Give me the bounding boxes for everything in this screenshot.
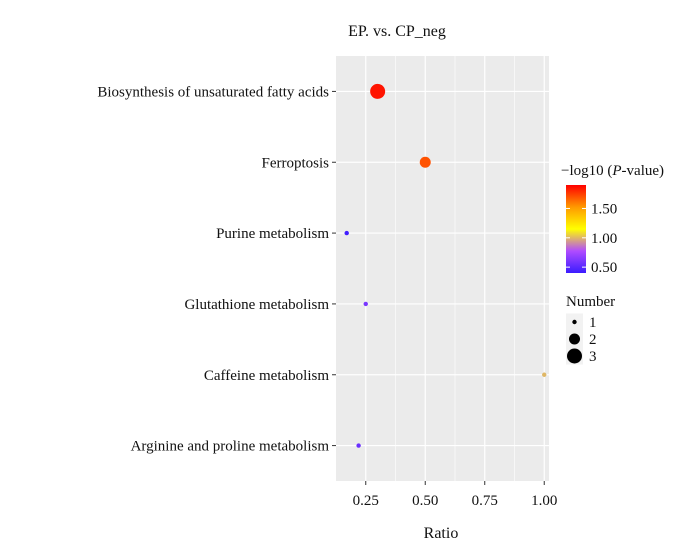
color-bar-tick-label: 1.50 bbox=[591, 201, 617, 217]
y-tick-label: Ferroptosis bbox=[262, 155, 330, 171]
x-tick-label: 0.50 bbox=[412, 493, 438, 509]
color-legend-title-prefix: −log10 ( bbox=[561, 163, 612, 179]
y-tick-label: Caffeine metabolism bbox=[204, 368, 329, 384]
color-legend-title: −log10 (P-value) bbox=[561, 163, 664, 179]
color-legend-title-suffix: -value) bbox=[622, 163, 664, 179]
x-tick-label: 1.00 bbox=[531, 493, 557, 509]
y-tick-label: Arginine and proline metabolism bbox=[131, 439, 330, 455]
size-legend-title: Number bbox=[566, 294, 615, 310]
x-axis-title: Ratio bbox=[424, 525, 459, 542]
size-key-label: 3 bbox=[589, 349, 597, 365]
size-legend-keys: 123 bbox=[566, 313, 597, 365]
data-point bbox=[419, 156, 431, 168]
x-tick-label: 0.25 bbox=[353, 493, 379, 509]
y-tick-label: Purine metabolism bbox=[216, 226, 329, 242]
plot-panel bbox=[336, 56, 549, 481]
color-bar-ticks: 0.50 1.00 1.50 bbox=[566, 201, 617, 276]
x-axis: 0.25 0.50 0.75 1.00 bbox=[353, 481, 557, 509]
color-legend: −log10 (P-value) 0.50 1.00 1.50 bbox=[561, 163, 664, 276]
color-bar-tick-label: 1.00 bbox=[591, 231, 617, 247]
data-point bbox=[363, 301, 368, 307]
size-key-dot bbox=[569, 333, 580, 345]
size-legend: Number 123 bbox=[566, 294, 615, 365]
size-key-dot bbox=[572, 319, 577, 325]
grid-lines bbox=[336, 56, 549, 481]
chart-title: EP. vs. CP_neg bbox=[348, 23, 446, 40]
data-point bbox=[542, 372, 547, 377]
data-point bbox=[344, 230, 349, 236]
y-axis: Biosynthesis of unsaturated fatty acids F… bbox=[97, 84, 336, 455]
color-bar-tick-label: 0.50 bbox=[591, 260, 617, 276]
size-key-dot bbox=[567, 348, 582, 364]
size-key-label: 2 bbox=[589, 332, 597, 348]
x-tick-label: 0.75 bbox=[472, 493, 498, 509]
color-bar bbox=[566, 185, 586, 273]
color-legend-title-italic: P bbox=[611, 163, 621, 179]
data-point bbox=[356, 443, 361, 448]
size-key-label: 1 bbox=[589, 315, 597, 331]
y-tick-label: Glutathione metabolism bbox=[184, 297, 329, 313]
data-point bbox=[370, 83, 386, 99]
data-points bbox=[344, 83, 547, 448]
y-tick-label: Biosynthesis of unsaturated fatty acids bbox=[97, 84, 329, 100]
